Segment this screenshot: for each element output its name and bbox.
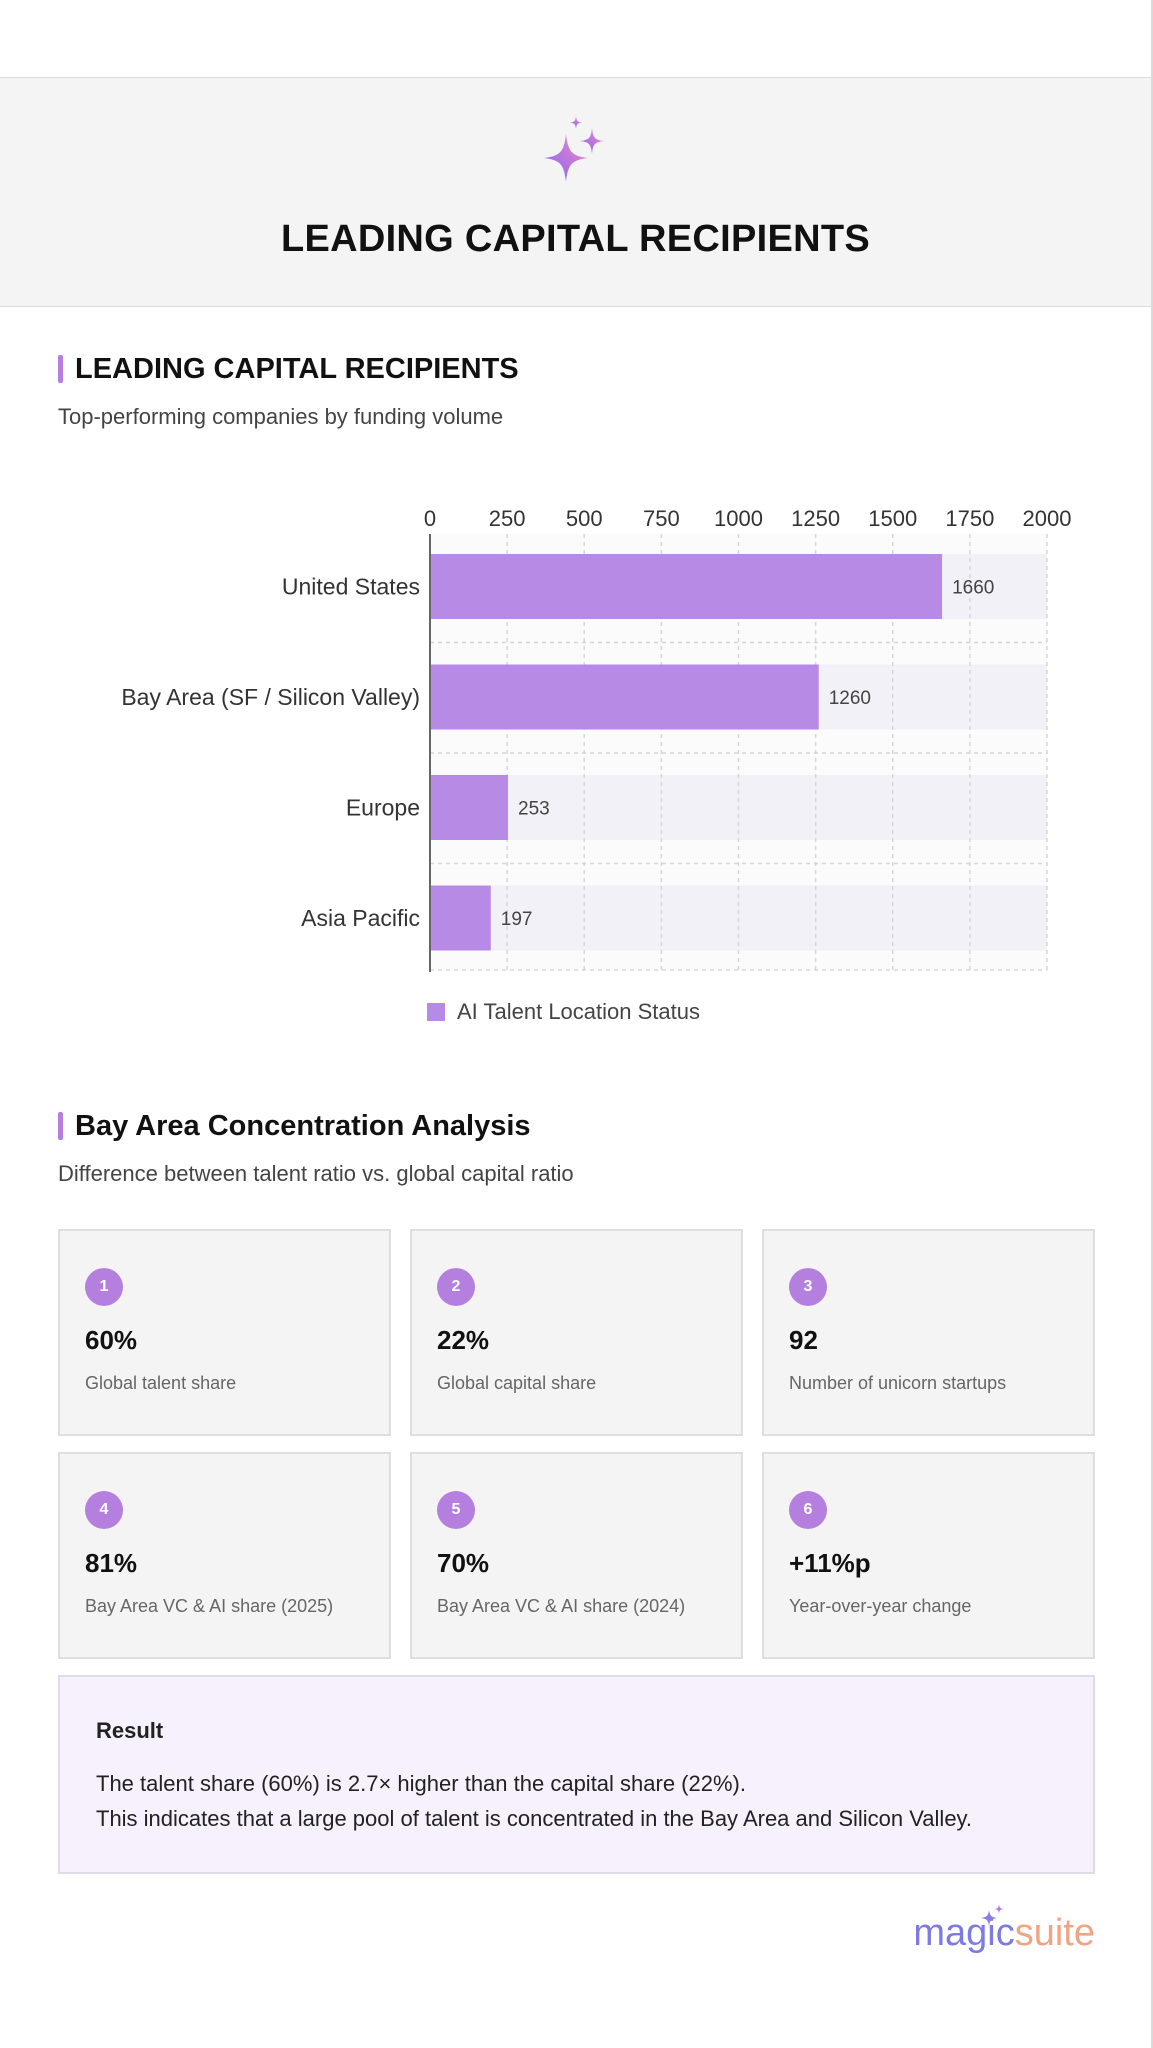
y-category-label: Europe — [346, 795, 420, 821]
chart-canvas: 0 250 500 750 1000 1250 1500 1750 2000 1660 United… — [121, 506, 1072, 972]
x-tick-label: 750 — [643, 506, 680, 531]
card-number-badge: 6 — [789, 1491, 827, 1529]
bar-data-label: 197 — [501, 909, 533, 930]
hero-banner: LEADING CAPITAL RECIPIENTS — [0, 77, 1151, 307]
brand-sparkle-icon — [981, 1904, 1005, 1926]
card-number-badge: 5 — [437, 1491, 475, 1529]
card-value: 92 — [789, 1325, 818, 1355]
card-label: Bay Area VC & AI share (2025) — [85, 1596, 334, 1616]
bar — [430, 554, 943, 619]
x-tick-label: 250 — [489, 506, 526, 531]
section-title-concentration: Bay Area Concentration Analysis — [58, 1110, 531, 1142]
x-tick-label: 1250 — [791, 506, 840, 531]
result-box: Result The talent share (60%) is 2.7× hi… — [58, 1675, 1095, 1874]
legend-swatch — [427, 1003, 445, 1021]
stat-card: 5 70% Bay Area VC & AI share (2024) — [410, 1452, 743, 1659]
x-tick-label: 0 — [424, 506, 436, 531]
x-tick-label: 500 — [566, 506, 603, 531]
card-value: 22% — [437, 1325, 490, 1355]
card-label: Global capital share — [437, 1373, 597, 1393]
result-line-2: This indicates that a large pool of tale… — [96, 1806, 973, 1831]
y-category-label: United States — [282, 574, 420, 600]
result-title: Result — [96, 1718, 164, 1743]
x-tick-label: 1000 — [714, 506, 763, 531]
section-title-capital: LEADING CAPITAL RECIPIENTS — [58, 353, 519, 385]
brand-text-suite: suite — [1014, 1912, 1095, 1954]
page-edge-rule — [1151, 0, 1153, 2048]
x-tick-label: 1500 — [868, 506, 917, 531]
card-number-badge: 4 — [85, 1491, 123, 1529]
bar — [430, 664, 819, 730]
bar-data-label: 1260 — [829, 688, 871, 709]
stat-card: 6 +11%p Year-over-year change — [762, 1452, 1095, 1659]
card-value: 70% — [437, 1548, 490, 1578]
chart-legend: AI Talent Location Status — [427, 999, 700, 1025]
y-category-label: Asia Pacific — [301, 905, 420, 931]
funding-bar-chart: 0 250 500 750 1000 1250 1500 1750 2000 1660 United… — [0, 490, 1151, 1050]
bar — [430, 885, 491, 951]
page-title: LEADING CAPITAL RECIPIENTS — [280, 218, 871, 260]
card-value: 60% — [85, 1325, 138, 1355]
section-subtitle-capital: Top-performing companies by funding volu… — [58, 404, 504, 429]
section-subtitle-concentration: Difference between talent ratio vs. glob… — [58, 1161, 574, 1186]
brand-logo: magicsuite — [913, 1904, 1095, 1955]
y-category-label: Bay Area (SF / Silicon Valley) — [121, 684, 420, 710]
card-label: Year-over-year change — [789, 1596, 972, 1616]
x-tick-label: 2000 — [1023, 506, 1072, 531]
x-tick-label: 1750 — [945, 506, 994, 531]
card-number-badge: 2 — [437, 1268, 475, 1306]
stat-card: 4 81% Bay Area VC & AI share (2025) — [58, 1452, 391, 1659]
brand-text-magic: magic — [913, 1912, 1015, 1954]
card-number-badge: 1 — [85, 1268, 123, 1306]
card-label: Number of unicorn startups — [789, 1373, 1007, 1393]
bar-data-label: 1660 — [952, 578, 994, 599]
sparkle-icon — [544, 116, 604, 182]
stat-card: 3 92 Number of unicorn startups — [762, 1229, 1095, 1436]
bar — [430, 775, 509, 840]
card-label: Bay Area VC & AI share (2024) — [437, 1596, 686, 1616]
legend-label: AI Talent Location Status — [457, 999, 700, 1024]
card-value: +11%p — [789, 1548, 871, 1578]
bar-data-label: 253 — [518, 799, 550, 820]
card-label: Global talent share — [85, 1373, 237, 1393]
stat-card: 1 60% Global talent share — [58, 1229, 391, 1436]
result-line-1: The talent share (60%) is 2.7× higher th… — [96, 1771, 746, 1796]
stat-card: 2 22% Global capital share — [410, 1229, 743, 1436]
card-number-badge: 3 — [789, 1268, 827, 1306]
card-value: 81% — [85, 1548, 138, 1578]
